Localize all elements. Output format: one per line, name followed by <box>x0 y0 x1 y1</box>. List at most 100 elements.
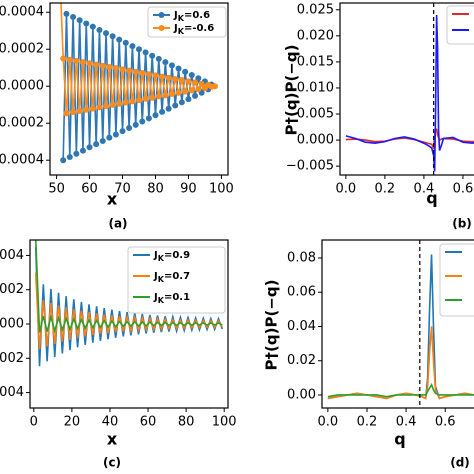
x-tick-label: 0.2 <box>357 415 378 430</box>
axes-frame <box>29 239 229 409</box>
panel-caption: (c) <box>103 456 121 470</box>
y-tick-label: 0.0004 <box>0 5 44 20</box>
marker <box>192 92 199 99</box>
marker <box>188 71 195 78</box>
x-tick-label: 40 <box>102 415 119 430</box>
axes-frame <box>49 2 229 176</box>
y-tick-label: 0.00 <box>287 387 316 402</box>
legend <box>439 243 474 317</box>
marker <box>93 141 100 148</box>
marker <box>182 68 189 75</box>
panel: 0.0 0.2 0.4 0.6 0.08 0.06 0.04 0.02 0.00 q P†(q)P(… <box>263 239 474 470</box>
marker <box>60 55 67 62</box>
marker <box>142 49 149 56</box>
y-tick-label: 0.000 <box>297 133 334 148</box>
marker <box>155 93 162 100</box>
y-tick-label: 0.04 <box>287 319 316 334</box>
marker <box>83 20 90 27</box>
x-tick-label: 0.4 <box>396 415 417 430</box>
marker <box>112 65 119 72</box>
marker <box>83 106 90 113</box>
x-tick-label: 100 <box>212 415 237 430</box>
x-tick-label: 70 <box>114 182 131 197</box>
x-tick-label: 60 <box>81 182 98 197</box>
marker <box>175 89 182 96</box>
marker <box>152 112 159 119</box>
marker <box>109 101 116 108</box>
marker <box>168 90 175 97</box>
y-tick-label: 0.0000 <box>0 79 44 94</box>
marker <box>142 95 149 102</box>
x-tick-label: 80 <box>178 415 195 430</box>
marker <box>66 154 73 161</box>
y-tick-label: 0.02 <box>287 353 316 368</box>
marker <box>96 27 103 34</box>
y-tick-label: −0.0002 <box>0 351 24 366</box>
marker <box>152 72 159 79</box>
marker <box>198 80 205 87</box>
marker <box>116 100 123 107</box>
series-line <box>345 14 474 172</box>
x-tick-label: 80 <box>147 182 164 197</box>
y-tick-label: 0.0002 <box>0 42 44 57</box>
marker <box>99 62 106 69</box>
legend-label: JK=-0.6 <box>173 23 214 36</box>
marker <box>136 46 142 53</box>
marker <box>89 105 96 112</box>
legend: JK=0.6JK=-0.6 <box>147 6 227 38</box>
marker <box>165 105 172 112</box>
marker <box>185 78 192 85</box>
marker <box>126 125 133 132</box>
x-tick-label: 20 <box>64 415 81 430</box>
marker <box>155 55 162 62</box>
panel-caption: (d) <box>450 456 470 470</box>
marker <box>73 57 80 64</box>
marker <box>162 59 169 66</box>
marker <box>165 74 172 81</box>
marker <box>76 108 83 115</box>
panel-caption: (a) <box>108 217 127 231</box>
marker <box>79 59 86 66</box>
y-tick-label: 0.010 <box>297 80 334 95</box>
marker <box>86 144 93 151</box>
marker <box>162 92 169 99</box>
legend-box <box>127 246 226 314</box>
series-line <box>327 382 474 398</box>
marker <box>178 99 185 106</box>
legend-label: JK=0.1 <box>153 292 190 305</box>
x-tick-label: 100 <box>209 182 234 197</box>
y-tick-label: 0.08 <box>287 250 316 265</box>
legend-label: JK=0.9 <box>153 250 190 263</box>
marker <box>172 102 179 109</box>
marker <box>63 10 70 17</box>
marker <box>192 79 199 86</box>
y-tick-label: 0.015 <box>297 54 334 69</box>
marker <box>76 17 83 24</box>
legend <box>446 5 474 45</box>
y-tick-label: 0.0000 <box>0 317 24 332</box>
marker <box>145 71 152 78</box>
marker <box>195 75 202 82</box>
x-tick-label: 0 <box>30 415 38 430</box>
marker <box>178 77 185 84</box>
y-tick-label: 0.0002 <box>0 282 24 297</box>
marker <box>149 52 156 59</box>
marker <box>126 67 133 74</box>
marker <box>93 61 100 68</box>
axes-frame <box>321 239 474 409</box>
y-tick-label: −0.0004 <box>0 385 24 400</box>
x-tick-label: 60 <box>140 415 157 430</box>
marker <box>122 39 129 46</box>
marker <box>106 134 113 141</box>
plot-area <box>327 240 474 408</box>
legend-box <box>439 243 474 317</box>
marker <box>70 109 77 116</box>
marker <box>129 98 136 105</box>
marker <box>112 131 119 138</box>
y-tick-label: −0.005 <box>286 159 334 174</box>
y-tick-label: −0.0002 <box>0 116 44 131</box>
x-tick-label: 90 <box>180 182 197 197</box>
marker <box>139 118 146 125</box>
